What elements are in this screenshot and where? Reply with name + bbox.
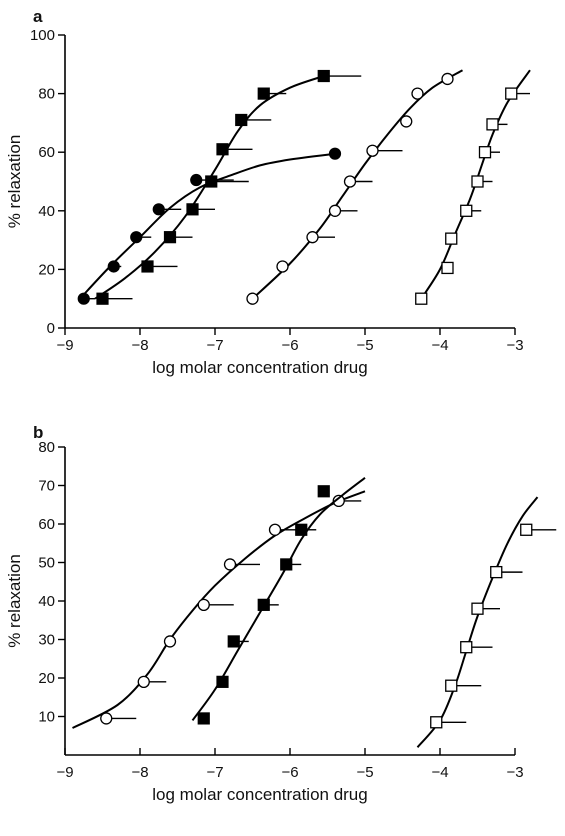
data-point-filled-square [186, 203, 199, 216]
data-point-open-circle [276, 260, 289, 273]
data-point-open-circle [411, 87, 424, 100]
y-tick-label: 100 [30, 27, 55, 44]
data-point-open-circle [366, 144, 379, 157]
data-point-filled-square [197, 712, 210, 725]
y-axis-label: % relaxation [5, 135, 24, 229]
data-point-filled-square [216, 675, 229, 688]
data-point-open-square [460, 641, 473, 654]
data-point-filled-square [96, 292, 109, 305]
data-point-filled-square [227, 635, 240, 648]
data-point-filled-square [317, 69, 330, 83]
data-point-open-square [460, 204, 473, 217]
data-point-filled-circle [190, 173, 203, 187]
data-point-open-circle [328, 204, 342, 217]
x-tick-label: −5 [356, 764, 373, 781]
data-point-open-circle [197, 598, 210, 611]
x-tick-label: −6 [281, 337, 298, 354]
x-axis-label: log molar concentration drug [152, 785, 367, 804]
y-tick-label: 20 [38, 670, 55, 687]
data-point-filled-square [235, 113, 248, 127]
data-point-open-square [486, 118, 499, 131]
data-point-open-circle [343, 175, 357, 188]
data-point-filled-square [280, 558, 293, 571]
y-tick-label: 30 [38, 632, 55, 649]
data-point-open-circle [137, 675, 150, 688]
x-tick-label: −8 [131, 337, 148, 354]
data-point-open-square [520, 523, 533, 536]
panel-b: b 10 20 30 40 50 60 70 80 −9 −8 −7 −6 −5 −4 −3 log molar… [5, 423, 557, 804]
data-point-filled-square [257, 87, 270, 100]
data-point-open-square [445, 679, 458, 692]
data-point-open-square [471, 602, 484, 615]
series-2-curve [416, 496, 539, 748]
panel-a: a 0 20 40 60 80 100 −9 −8 −7 −6 −5 −4 −3 log molar con… [5, 7, 531, 377]
data-point-filled-circle [77, 292, 90, 305]
data-point-open-square [441, 261, 454, 275]
x-tick-label: −6 [281, 764, 298, 781]
series-1-curve [94, 75, 325, 300]
x-tick-label: −4 [431, 764, 448, 781]
x-tick-label: −9 [56, 337, 73, 354]
data-point-filled-circle [152, 203, 165, 216]
y-tick-label: 40 [38, 203, 55, 220]
y-tick-label: 0 [47, 320, 55, 337]
data-point-open-circle [332, 494, 345, 508]
y-tick-label: 40 [38, 593, 55, 610]
data-point-filled-square [257, 598, 270, 611]
x-tick-label: −7 [206, 337, 223, 354]
data-point-filled-square [295, 523, 308, 536]
panel-letter: a [33, 7, 43, 26]
panel-letter: b [33, 423, 43, 442]
series-0-curve [72, 490, 366, 729]
y-tick-label: 70 [38, 478, 55, 495]
x-axis-label: log molar concentration drug [152, 358, 367, 377]
data-point-filled-square [317, 485, 330, 498]
x-tick-label: −9 [56, 764, 73, 781]
x-tick-label: −3 [506, 764, 523, 781]
data-point-open-circle [246, 292, 259, 305]
data-point-filled-square [216, 143, 229, 156]
y-tick-label: 10 [38, 709, 55, 726]
y-tick-label: 20 [38, 261, 55, 278]
data-point-open-square [478, 146, 492, 159]
data-point-open-square [430, 716, 443, 729]
data-point-filled-square [205, 175, 218, 188]
data-point-open-square [415, 292, 428, 305]
data-point-filled-circle [107, 260, 120, 273]
y-tick-label: 80 [38, 439, 55, 456]
y-tick-label: 60 [38, 516, 55, 533]
data-point-open-square [471, 175, 484, 188]
data-point-filled-circle [130, 231, 143, 244]
series-2-curve [251, 69, 464, 300]
data-point-open-circle [268, 523, 282, 536]
data-point-open-circle [100, 712, 113, 725]
data-point-open-square [505, 87, 518, 100]
data-point-open-circle [223, 558, 237, 571]
data-point-open-square [445, 232, 458, 245]
data-point-filled-square [141, 260, 154, 273]
data-point-filled-square [163, 231, 177, 244]
y-axis-label: % relaxation [5, 554, 24, 648]
x-tick-label: −7 [206, 764, 223, 781]
series-0-curve [79, 152, 336, 300]
data-point-open-circle [400, 115, 413, 128]
x-tick-label: −4 [431, 337, 448, 354]
data-point-open-circle [306, 231, 319, 244]
data-point-open-circle [163, 635, 177, 648]
x-tick-label: −5 [356, 337, 373, 354]
y-tick-label: 80 [38, 86, 55, 103]
data-point-filled-circle [328, 147, 342, 160]
y-tick-label: 60 [38, 144, 55, 161]
data-point-open-square [490, 565, 503, 579]
data-point-open-circle [441, 72, 454, 86]
x-tick-label: −8 [131, 764, 148, 781]
y-tick-label: 50 [38, 555, 55, 572]
x-tick-label: −3 [506, 337, 523, 354]
